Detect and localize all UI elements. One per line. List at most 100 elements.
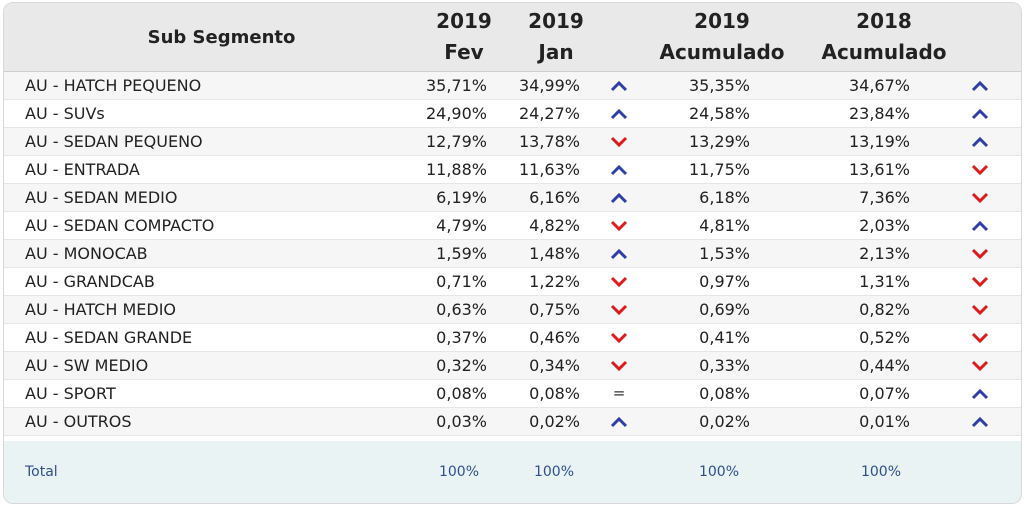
total-row: Total 100% 100% 100% 100% <box>4 441 1021 503</box>
value-acumulado-2019: 11,75% <box>688 160 750 179</box>
value-jan-2019: 0,34% <box>529 356 580 375</box>
total-label: Total <box>25 464 58 480</box>
value-fev-2019: 11,88% <box>425 160 487 179</box>
value-jan-2019: 34,99% <box>518 76 580 95</box>
value-acumulado-2018: 34,67% <box>848 76 910 95</box>
arrow-down-icon <box>966 296 994 323</box>
arrow-up-icon <box>966 380 994 407</box>
arrow-up-icon <box>605 156 633 183</box>
value-jan-2019: 0,08% <box>529 384 580 403</box>
table-row: AU - SEDAN PEQUENO 12,79% 13,78% 13,29% 13,1… <box>4 128 1021 156</box>
value-acumulado-2019: 24,58% <box>688 104 750 123</box>
value-acumulado-2018: 1,31% <box>859 272 910 291</box>
arrow-down-icon <box>966 268 994 295</box>
value-fev-2019: 6,19% <box>436 188 487 207</box>
table-row: AU - SW MEDIO 0,32% 0,34% 0,33% 0,44% <box>4 352 1021 380</box>
arrow-down-icon <box>605 296 633 323</box>
arrow-up-icon <box>966 408 994 435</box>
arrow-up-icon <box>605 100 633 127</box>
value-acumulado-2019: 0,97% <box>699 272 750 291</box>
value-fev-2019: 1,59% <box>436 244 487 263</box>
value-acumulado-2019: 0,41% <box>699 328 750 347</box>
header-sub: Jan <box>538 40 574 64</box>
value-acumulado-2018: 23,84% <box>848 104 910 123</box>
segment-name: AU - GRANDCAB <box>25 272 155 291</box>
segment-name: AU - SPORT <box>25 384 116 403</box>
value-acumulado-2019: 35,35% <box>688 76 750 95</box>
total-acumulado-2019: 100% <box>698 464 740 480</box>
header-col-acumulado-2019: 2019 Acumulado <box>652 3 792 71</box>
header-col-jan-2019: 2019 Jan <box>516 3 596 71</box>
value-acumulado-2018: 0,07% <box>859 384 910 403</box>
value-acumulado-2018: 2,13% <box>859 244 910 263</box>
header-sub: Acumulado <box>821 40 947 64</box>
segment-name: AU - SEDAN MEDIO <box>25 188 178 207</box>
value-acumulado-2018: 0,44% <box>859 356 910 375</box>
arrow-up-icon <box>966 72 994 99</box>
table-row: AU - HATCH PEQUENO 35,71% 34,99% 35,35% 34,6… <box>4 72 1021 100</box>
arrow-down-icon <box>605 268 633 295</box>
value-jan-2019: 0,75% <box>529 300 580 319</box>
value-fev-2019: 4,79% <box>436 216 487 235</box>
value-jan-2019: 11,63% <box>518 160 580 179</box>
arrow-down-icon <box>605 324 633 351</box>
table-row: AU - MONOCAB 1,59% 1,48% 1,53% 2,13% <box>4 240 1021 268</box>
value-acumulado-2018: 0,01% <box>859 412 910 431</box>
value-fev-2019: 12,79% <box>425 132 487 151</box>
arrow-up-icon <box>966 100 994 127</box>
arrow-down-icon <box>605 128 633 155</box>
segment-name: AU - HATCH PEQUENO <box>25 76 202 95</box>
table-row: AU - OUTROS 0,03% 0,02% 0,02% 0,01% <box>4 408 1021 436</box>
table-header: Sub Segmento 2019 Fev 2019 Jan 2019 Acum… <box>4 3 1021 72</box>
header-col-acumulado-2018: 2018 Acumulado <box>814 3 954 71</box>
segment-name: AU - ENTRADA <box>25 160 140 179</box>
header-segment-label: Sub Segmento <box>147 26 296 48</box>
table-row: AU - HATCH MEDIO 0,63% 0,75% 0,69% 0,82% <box>4 296 1021 324</box>
value-fev-2019: 0,03% <box>436 412 487 431</box>
table-row: AU - SUVs 24,90% 24,27% 24,58% 23,84% <box>4 100 1021 128</box>
equal-icon: = <box>612 384 626 402</box>
header-year: 2019 <box>436 9 492 33</box>
value-acumulado-2018: 13,19% <box>848 132 910 151</box>
segment-name: AU - HATCH MEDIO <box>25 300 177 319</box>
segment-name: AU - OUTROS <box>25 412 132 431</box>
value-jan-2019: 13,78% <box>518 132 580 151</box>
header-col-fev-2019: 2019 Fev <box>424 3 504 71</box>
value-jan-2019: 4,82% <box>529 216 580 235</box>
value-acumulado-2019: 1,53% <box>699 244 750 263</box>
value-acumulado-2019: 13,29% <box>688 132 750 151</box>
value-jan-2019: 0,46% <box>529 328 580 347</box>
arrow-up-icon <box>605 72 633 99</box>
segment-name: AU - SEDAN GRANDE <box>25 328 193 347</box>
arrow-down-icon <box>966 240 994 267</box>
table-row: AU - SEDAN GRANDE 0,37% 0,46% 0,41% 0,52% <box>4 324 1021 352</box>
value-acumulado-2018: 7,36% <box>859 188 910 207</box>
header-sub-segmento: Sub Segmento <box>104 3 339 71</box>
value-jan-2019: 0,02% <box>529 412 580 431</box>
segment-name: AU - SEDAN PEQUENO <box>25 132 203 151</box>
arrow-up-icon <box>966 212 994 239</box>
header-year: 2019 <box>694 9 750 33</box>
header-sub: Fev <box>444 40 484 64</box>
arrow-down-icon <box>605 212 633 239</box>
value-fev-2019: 24,90% <box>425 104 487 123</box>
value-fev-2019: 35,71% <box>425 76 487 95</box>
value-fev-2019: 0,32% <box>436 356 487 375</box>
value-acumulado-2019: 0,08% <box>699 384 750 403</box>
value-jan-2019: 6,16% <box>529 188 580 207</box>
table-row: AU - ENTRADA 11,88% 11,63% 11,75% 13,61% <box>4 156 1021 184</box>
total-jan-2019: 100% <box>533 464 575 480</box>
value-acumulado-2018: 2,03% <box>859 216 910 235</box>
arrow-down-icon <box>966 324 994 351</box>
table-body: AU - HATCH PEQUENO 35,71% 34,99% 35,35% 34,6… <box>4 72 1021 436</box>
segment-share-table: Sub Segmento 2019 Fev 2019 Jan 2019 Acum… <box>3 2 1022 504</box>
value-acumulado-2019: 0,02% <box>699 412 750 431</box>
value-acumulado-2019: 0,69% <box>699 300 750 319</box>
value-fev-2019: 0,63% <box>436 300 487 319</box>
arrow-up-icon <box>605 184 633 211</box>
arrow-up-icon <box>605 240 633 267</box>
header-year: 2019 <box>528 9 584 33</box>
segment-name: AU - MONOCAB <box>25 244 148 263</box>
arrow-down-icon <box>966 352 994 379</box>
value-acumulado-2018: 13,61% <box>848 160 910 179</box>
